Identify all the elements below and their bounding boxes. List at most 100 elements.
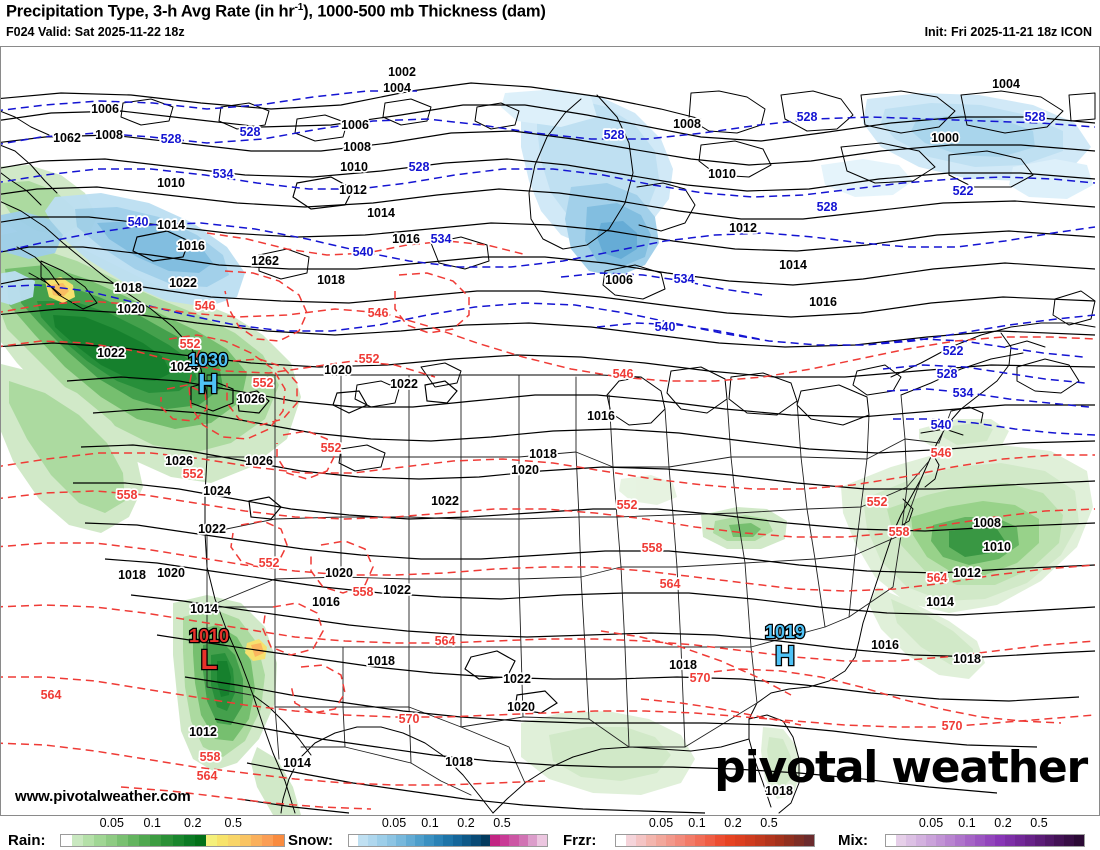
isobar-label-halo: 1008 xyxy=(95,128,123,142)
isobar-label: 1016 xyxy=(392,232,420,246)
isobar-label-halo: 1022 xyxy=(390,377,418,391)
thickness-label-low-halo: 528 xyxy=(817,200,838,214)
legend-tick-label: 0.5 xyxy=(493,816,511,830)
legend-ticks-frzr: 0.05 0.1 0.2 0.5 xyxy=(615,816,815,833)
isobar-label-halo: 1016 xyxy=(312,595,340,609)
thickness-label-low-halo: 540 xyxy=(655,320,676,334)
legend-swatch xyxy=(443,835,453,846)
legend-swatch xyxy=(161,835,173,846)
isobar-label-halo: 1008 xyxy=(343,140,371,154)
legend-colorbar-mix[interactable] xyxy=(885,834,1085,847)
legend-swatch xyxy=(955,835,966,846)
legend-swatch xyxy=(794,835,805,846)
isobar-label: 1016 xyxy=(809,295,837,309)
isobar-label: 1006 xyxy=(91,102,119,116)
isobar-label: 1020 xyxy=(507,700,535,714)
legend-swatch xyxy=(405,835,415,846)
legend-swatch xyxy=(94,835,106,846)
thickness-label-low: 528 xyxy=(937,367,958,381)
thickness-label-high-halo: 552 xyxy=(617,498,638,512)
thickness-label-high: 564 xyxy=(660,577,681,591)
isobar-label-halo: 1018 xyxy=(765,784,793,798)
legend-swatch xyxy=(83,835,95,846)
isobar-label-halo: 1018 xyxy=(953,652,981,666)
isobar-label: 1010 xyxy=(340,160,368,174)
thickness-label-high: 558 xyxy=(117,488,138,502)
legend-swatch xyxy=(537,835,547,846)
legend-label-rain: Rain: xyxy=(8,832,46,849)
thickness-high-contours xyxy=(1,232,1096,810)
thickness-label-high: 552 xyxy=(183,467,204,481)
isobar-label: 1022 xyxy=(198,522,226,536)
isobar-label: 1006 xyxy=(605,273,633,287)
isobar-label-halo: 1020 xyxy=(324,363,352,377)
thickness-label-high: 546 xyxy=(931,446,952,460)
thickness-label-low-halo: 528 xyxy=(604,128,625,142)
thickness-label-high-halo: 552 xyxy=(259,556,280,570)
pressure-value: 1030 xyxy=(187,350,230,371)
isobar-label: 1024 xyxy=(203,484,231,498)
legend-tick-label: 0.2 xyxy=(457,816,475,830)
thickness-label-high: 564 xyxy=(927,571,948,585)
legend-label-frzr: Frzr: xyxy=(563,832,597,849)
thickness-label-high-halo: 558 xyxy=(353,585,374,599)
legend-swatch xyxy=(183,835,195,846)
thickness-label-high: 570 xyxy=(942,719,963,733)
legend-swatch xyxy=(675,835,686,846)
legend-group-rain: Rain: 0.05 0.1 0.2 0.5 xyxy=(8,816,289,850)
legend-colorbar-rain[interactable] xyxy=(60,834,285,847)
thickness-label-high-halo: 564 xyxy=(435,634,456,648)
pressure-center-low-1010: 1010 L xyxy=(179,626,239,675)
isobar-label: 1020 xyxy=(324,363,352,377)
isobar-label-halo: 1008 xyxy=(973,516,1001,530)
thickness-label-high: 570 xyxy=(690,671,711,685)
isobar-label-halo: 1020 xyxy=(507,700,535,714)
legend-swatch xyxy=(139,835,151,846)
thickness-label-low: 540 xyxy=(931,418,952,432)
thickness-label-high: 552 xyxy=(259,556,280,570)
isobar-label: 1006 xyxy=(341,118,369,132)
legend-swatch xyxy=(228,835,240,846)
legend-swatch xyxy=(433,835,444,846)
thickness-label-high-halo: 552 xyxy=(321,441,342,455)
legend-colorbar-frzr[interactable] xyxy=(615,834,815,847)
thickness-label-low: 534 xyxy=(431,232,452,246)
isobar-label-halo: 1018 xyxy=(445,755,473,769)
legend-swatch xyxy=(452,835,463,846)
thickness-label-low-halo: 522 xyxy=(953,184,974,198)
isobar-label: 1004 xyxy=(992,77,1020,91)
isobar-label: 1020 xyxy=(325,566,353,580)
isobar-label: 1004 xyxy=(383,81,411,95)
isobar-label-halo: 1026 xyxy=(165,454,193,468)
legend-swatch xyxy=(715,835,725,846)
thickness-label-low-halo: 528 xyxy=(161,132,182,146)
isobar-label: 1010 xyxy=(708,167,736,181)
legend-swatch xyxy=(424,835,434,846)
isobar-label: 1018 xyxy=(367,654,395,668)
isobar-label: 1018 xyxy=(317,273,345,287)
legend-swatch xyxy=(250,835,262,846)
isobar-label-halo: 1014 xyxy=(367,206,395,220)
thickness-label-low-halo: 528 xyxy=(240,125,261,139)
legend-swatch xyxy=(480,835,491,846)
legend-swatch xyxy=(975,835,986,846)
isobar-label-halo: 1012 xyxy=(729,221,757,235)
legend-tick-label: 0.05 xyxy=(648,816,674,830)
isobar-label: 1018 xyxy=(445,755,473,769)
isobar-label-halo: 1022 xyxy=(169,276,197,290)
isobar-label-halo: 1004 xyxy=(383,81,411,95)
thickness-label-low: 540 xyxy=(128,215,149,229)
legend-colorbar-snow[interactable] xyxy=(348,834,548,847)
legend-swatch xyxy=(945,835,956,846)
isobar-label: 1008 xyxy=(343,140,371,154)
thickness-label-low-halo: 534 xyxy=(953,386,974,400)
thickness-label-high-halo: 558 xyxy=(889,525,910,539)
legend-swatch xyxy=(784,835,795,846)
thickness-label-low-halo: 534 xyxy=(213,167,234,181)
thickness-label-low-halo: 528 xyxy=(409,160,430,174)
map-canvas[interactable]: 1002 1002 1004 1004 1004 1004 1006 1006 1006 1006… xyxy=(0,46,1100,816)
legend-swatch xyxy=(1044,835,1055,846)
isobar-label: 1022 xyxy=(97,346,125,360)
legend-swatch xyxy=(895,835,906,846)
isobar-label: 1014 xyxy=(283,756,311,770)
